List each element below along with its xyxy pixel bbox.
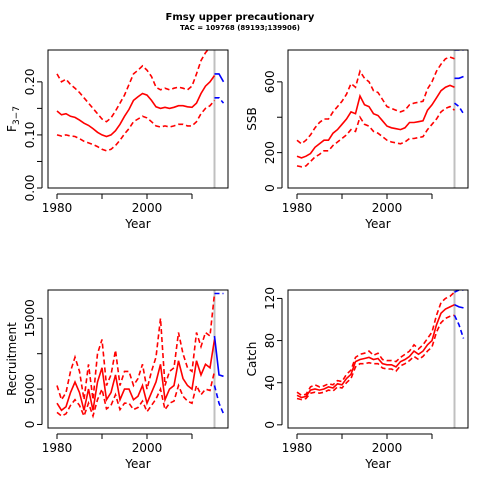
y-tick-label: 15000: [23, 299, 37, 337]
series-group: [296, 50, 465, 168]
y-tick-label: 0.10: [23, 122, 37, 149]
figure-subtitle: TAC = 109768 (89193;139906): [180, 24, 300, 32]
y-axis-label: SSB: [245, 107, 259, 130]
series-median-history: [296, 84, 455, 159]
chart-panel-catch: 1980 2000 Year 0 40 80 120 Catch: [245, 287, 469, 471]
series-median-history: [56, 339, 216, 412]
series-upper-projection: [222, 50, 224, 51]
chart-panel-ssb: 1980 2000 Year 0 200 600 SSB: [245, 49, 469, 231]
series-upper-history: [296, 56, 455, 145]
series-lower-history: [56, 371, 216, 419]
y-tick-label: 40: [263, 375, 277, 390]
x-axis-label: Year: [364, 457, 390, 471]
chart-panel-recruitment: 1980 2000 Year 0 5000 15000 Recruitment: [5, 289, 229, 471]
x-tick-label: 1980: [282, 201, 313, 215]
y-axis-label-subscript: 3−7: [12, 106, 22, 125]
series-lower-history: [296, 314, 455, 401]
series-median-projection: [454, 303, 464, 309]
x-tick-label: 2000: [132, 441, 163, 455]
series-group: [56, 292, 225, 419]
y-axis-label: F3−7: [5, 106, 22, 132]
series-median-projection: [213, 335, 224, 378]
series-upper-history: [56, 50, 209, 123]
plot-frame: [47, 49, 229, 189]
y-tick-label: 120: [263, 287, 277, 310]
y-tick-label: 0: [263, 184, 277, 192]
series-lower-projection: [213, 385, 225, 415]
series-lower-projection: [454, 102, 465, 115]
x-tick-label: 2000: [372, 201, 403, 215]
y-tick-label: 5000: [23, 374, 37, 405]
series-group: [296, 290, 465, 401]
x-tick-label: 2000: [372, 441, 403, 455]
plot-frame: [287, 49, 469, 189]
x-tick-label: 1980: [282, 441, 313, 455]
x-tick-label: 1980: [42, 201, 73, 215]
y-tick-label: 600: [263, 70, 277, 93]
figure-title: Fmsy upper precautionary: [166, 12, 315, 23]
x-tick-label: 1980: [42, 441, 73, 455]
x-axis-label: Year: [364, 217, 390, 231]
plot-frame: [47, 289, 229, 429]
x-axis-label: Year: [124, 457, 150, 471]
series-median-projection: [214, 73, 225, 83]
y-tick-label: 0.20: [23, 68, 37, 95]
y-tick-label: 0.00: [23, 175, 37, 202]
y-tick-label: 0: [263, 421, 277, 429]
x-tick-label: 2000: [132, 201, 163, 215]
y-axis-label: Recruitment: [5, 322, 19, 396]
series-lower-history: [56, 99, 216, 152]
y-tick-label: 0: [23, 421, 37, 429]
series-median-history: [296, 303, 455, 399]
series-group: [56, 50, 225, 152]
y-axis-label: Catch: [245, 342, 259, 377]
series-median-history: [56, 75, 216, 138]
series-upper-history: [56, 293, 216, 402]
y-tick-label: 200: [263, 141, 277, 164]
x-axis-label: Year: [124, 217, 150, 231]
series-upper-history: [296, 291, 456, 397]
series-lower-projection: [214, 97, 225, 104]
series-upper-projection: [454, 290, 464, 293]
y-tick-label: 80: [263, 333, 277, 348]
series-median-projection: [454, 75, 464, 80]
plot-frame: [287, 289, 469, 429]
series-lower-projection: [453, 314, 465, 339]
series-lower-history: [296, 105, 455, 168]
